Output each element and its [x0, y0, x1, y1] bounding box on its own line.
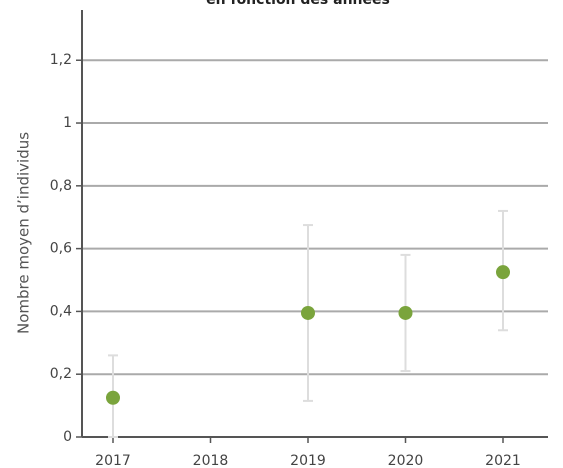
- y-axis-label: Nombre moyen d’individus: [15, 132, 33, 334]
- y-tick-label: 1,2: [50, 52, 72, 68]
- y-tick-label: 1: [63, 115, 72, 131]
- y-tick-label: 0,8: [50, 178, 72, 194]
- x-tick-label: 2018: [193, 453, 229, 468]
- point: [301, 305, 315, 320]
- point: [106, 390, 120, 405]
- y-tick-label: 0: [63, 429, 72, 445]
- point: [398, 305, 413, 320]
- y-tick-label: 0,6: [50, 241, 72, 257]
- point: [496, 265, 510, 280]
- x-tick-label: 2021: [485, 453, 521, 468]
- x-tick-label: 2019: [290, 453, 326, 468]
- x-tick-label: 2020: [388, 453, 424, 468]
- chart-title: en fonction des années: [206, 0, 390, 8]
- y-tick-label: 0,4: [50, 303, 72, 319]
- x-tick-label: 2017: [95, 453, 131, 468]
- y-tick-label: 0,2: [50, 366, 72, 382]
